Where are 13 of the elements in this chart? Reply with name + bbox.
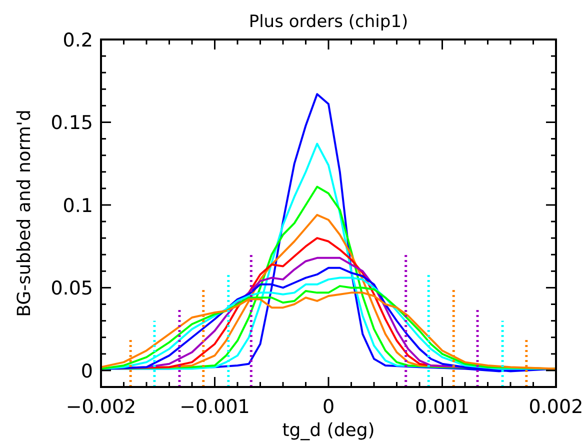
x-tick-label: 0.002 [528,396,584,418]
y-tick-label: 0.2 [62,30,93,52]
y-tick-label: 0.05 [50,278,93,300]
chart-title: Plus orders (chip1) [248,12,408,32]
y-tick-label: 0.1 [62,194,93,217]
x-axis-title: tg_d (deg) [282,420,375,441]
y-tick-label: 0 [80,360,93,382]
x-tick-label: 0 [322,396,335,418]
y-tick-label: 0.15 [50,112,93,134]
y-axis-title: BG-subbed and norm'd [14,110,35,317]
x-tick-label: 0.001 [415,396,470,418]
x-tick-label: −0.001 [180,396,250,418]
x-tick-label: −0.002 [66,396,136,418]
